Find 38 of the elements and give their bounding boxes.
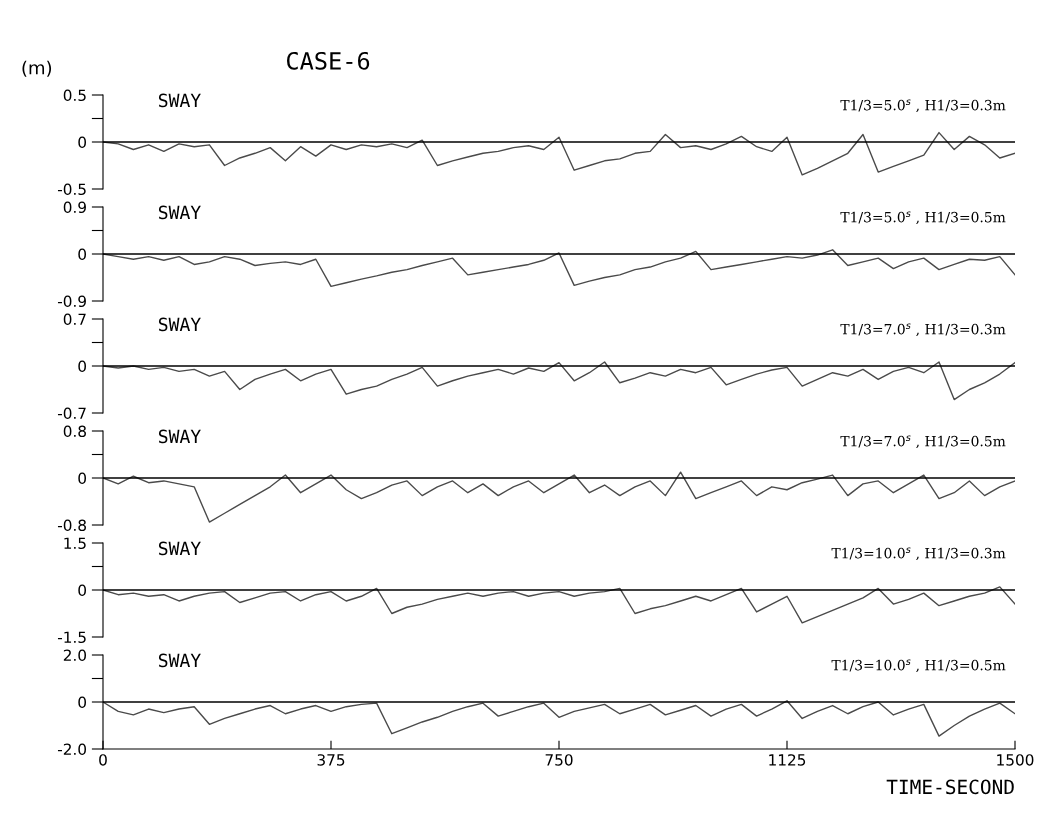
y-tick-label: 0: [78, 696, 87, 709]
chart-title: SWAY: [158, 653, 201, 668]
chart-title: SWAY: [158, 317, 201, 332]
y-tick-label: 0.9: [63, 201, 86, 214]
y-tick-label: 0: [78, 360, 87, 373]
y-tick-label: -0.5: [57, 183, 86, 196]
annotation: T1/3=5.0$^{s}$ , H1/3=0.3m: [840, 99, 1006, 113]
y-tick-label: -1.5: [57, 631, 86, 644]
y-tick-label: 0: [78, 248, 87, 261]
chart-title: SWAY: [158, 429, 201, 444]
y-tick-label: 0.5: [63, 89, 86, 102]
x-tick-label: 1125: [769, 754, 806, 766]
x-axis-title: TIME-SECOND: [886, 779, 1014, 795]
x-tick-label: 375: [317, 754, 345, 766]
annotation: T1/3=10.0$^{s}$ , H1/3=0.3m: [831, 547, 1006, 561]
x-tick-label: 1500: [997, 754, 1034, 766]
chart-title: SWAY: [158, 93, 201, 108]
x-tick-label: 750: [545, 754, 573, 766]
annotation: T1/3=7.0$^{s}$ , H1/3=0.5m: [840, 435, 1006, 449]
y-tick-label: 0: [78, 472, 87, 485]
y-tick-label: -2.0: [57, 743, 87, 756]
y-tick-label: 0.8: [63, 425, 86, 438]
y-tick-label: -0.8: [57, 519, 86, 532]
y-tick-label: 0: [78, 584, 87, 597]
chart-title: SWAY: [158, 205, 201, 220]
x-tick-label: 0: [99, 754, 107, 766]
y-tick-label: 0: [78, 136, 87, 149]
y-axis-title: (m): [22, 60, 52, 77]
y-tick-label: -0.9: [57, 295, 86, 308]
chart-title: SWAY: [158, 541, 201, 556]
y-tick-label: 0.7: [63, 313, 86, 326]
annotation: T1/3=5.0$^{s}$ , H1/3=0.5m: [840, 211, 1006, 225]
y-tick-label: 1.5: [64, 537, 86, 550]
y-tick-label: 2.0: [63, 649, 87, 662]
y-tick-label: -0.7: [57, 407, 86, 420]
annotation: T1/3=10.0$^{s}$ , H1/3=0.5m: [831, 659, 1006, 673]
text: CASE-6: [287, 51, 370, 70]
annotation: T1/3=7.0$^{s}$ , H1/3=0.3m: [840, 323, 1006, 337]
